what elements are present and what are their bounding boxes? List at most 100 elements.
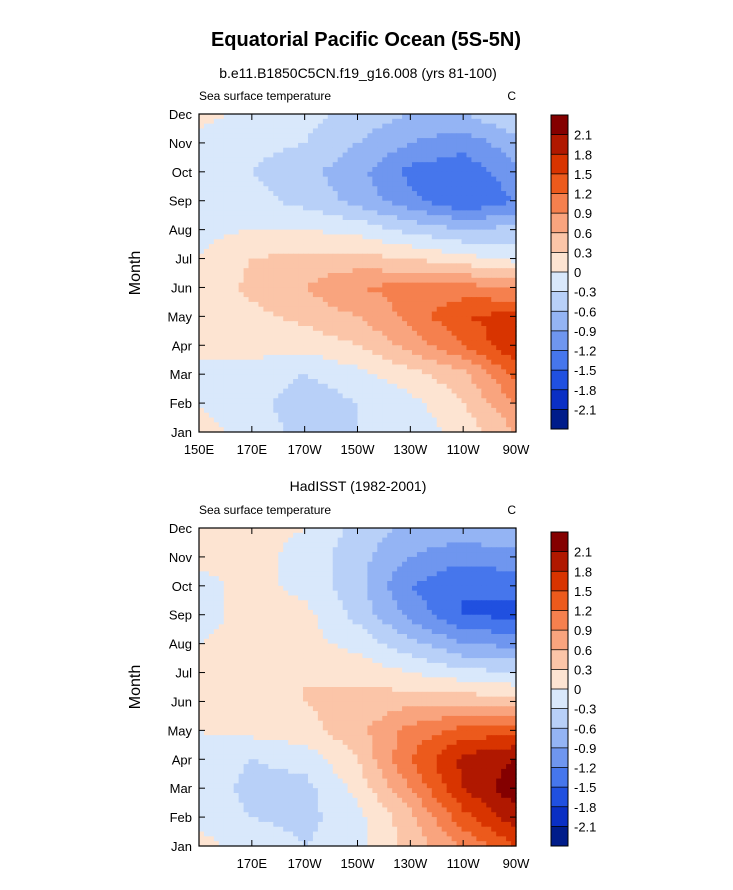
heatmap-cell	[377, 277, 383, 284]
heatmap-cell	[402, 388, 408, 395]
heatmap-cell	[322, 311, 329, 317]
heatmap-cell	[511, 186, 517, 192]
heatmap-cell	[228, 369, 235, 375]
heatmap-cell	[199, 128, 205, 134]
heatmap-cell	[199, 571, 205, 577]
heatmap-cell	[337, 287, 344, 293]
heatmap-cell	[387, 345, 393, 351]
heatmap-cell	[382, 210, 388, 216]
heatmap-cell	[248, 306, 255, 313]
heatmap-cell	[506, 167, 512, 173]
heatmap-cell	[411, 133, 418, 139]
heatmap-cell	[317, 224, 324, 231]
heatmap-cell	[258, 316, 264, 322]
heatmap-cell	[218, 292, 225, 298]
heatmap-cell	[511, 537, 517, 544]
heatmap-cell	[243, 547, 250, 553]
heatmap-cell	[258, 364, 264, 370]
heatmap-cell	[288, 383, 294, 390]
heatmap-cell	[199, 350, 205, 356]
heatmap-cell	[377, 253, 383, 260]
heatmap-cell	[273, 263, 279, 269]
heatmap-cell	[298, 340, 304, 346]
heatmap-cell	[416, 282, 423, 289]
heatmap-cell	[327, 282, 334, 289]
heatmap-cell	[416, 316, 423, 322]
heatmap-cell	[501, 268, 507, 274]
heatmap-cell	[288, 417, 294, 423]
heatmap-cell	[446, 311, 453, 317]
heatmap-cell	[273, 364, 279, 370]
heatmap-cell	[243, 316, 250, 322]
heatmap-cell	[486, 220, 492, 226]
heatmap-cell	[258, 224, 264, 231]
heatmap-cell	[496, 220, 502, 226]
heatmap-cell	[322, 316, 329, 322]
heatmap-cell	[352, 576, 359, 582]
heatmap-cell	[228, 162, 235, 168]
heatmap-cell	[491, 311, 497, 317]
heatmap-cell	[317, 287, 324, 293]
heatmap-cell	[238, 297, 245, 303]
heatmap-cell	[436, 248, 443, 255]
heatmap-cell	[367, 186, 373, 192]
heatmap-cell	[486, 268, 492, 274]
heatmap-cell	[357, 191, 364, 197]
heatmap-cell	[342, 147, 349, 154]
heatmap-cell	[213, 215, 220, 221]
heatmap-cell	[481, 268, 487, 274]
heatmap-cell	[416, 571, 423, 577]
heatmap-cell	[228, 321, 235, 327]
heatmap-cell	[377, 200, 383, 207]
heatmap-cell	[471, 354, 477, 361]
heatmap-cell	[322, 350, 329, 356]
heatmap-cell	[476, 253, 482, 260]
heatmap-cell	[243, 133, 250, 139]
heatmap-cell	[402, 350, 408, 356]
heatmap-cell	[233, 326, 240, 332]
heatmap-cell	[501, 123, 507, 130]
heatmap-cell	[233, 340, 240, 346]
heatmap-cell	[332, 282, 339, 289]
heatmap-cell	[307, 556, 314, 563]
heatmap-cell	[466, 244, 473, 250]
heatmap-cell	[436, 566, 443, 572]
heatmap-cell	[426, 239, 433, 245]
heatmap-cell	[312, 171, 319, 178]
heatmap-cell	[283, 542, 289, 548]
heatmap-cell	[367, 561, 373, 568]
heatmap-cell	[248, 277, 255, 284]
heatmap-cell	[278, 335, 284, 342]
heatmap-cell	[307, 263, 314, 269]
heatmap-cell	[332, 311, 339, 317]
heatmap-cell	[253, 287, 260, 293]
heatmap-cell	[303, 234, 309, 240]
heatmap-cell	[223, 403, 230, 409]
heatmap-cell	[451, 200, 458, 207]
heatmap-cell	[392, 301, 398, 308]
heatmap-cell	[238, 547, 245, 553]
heatmap-cell	[243, 335, 250, 342]
heatmap-cell	[278, 330, 284, 337]
heatmap-cell	[258, 335, 264, 342]
heatmap-cell	[411, 542, 418, 548]
heatmap-cell	[397, 138, 403, 144]
heatmap-cell	[342, 335, 349, 342]
heatmap-cell	[501, 244, 507, 250]
heatmap-cell	[213, 200, 220, 207]
heatmap-cell	[451, 248, 458, 255]
heatmap-cell	[332, 556, 339, 563]
heatmap-cell	[397, 253, 403, 260]
heatmap-cell	[471, 306, 477, 313]
heatmap-cell	[421, 268, 428, 274]
heatmap-cell	[199, 292, 205, 298]
heatmap-cell	[496, 340, 502, 346]
heatmap-cell	[431, 561, 438, 568]
heatmap-cell	[402, 364, 408, 370]
heatmap-cell	[387, 311, 393, 317]
heatmap-cell	[283, 311, 289, 317]
heatmap-cell	[461, 326, 468, 332]
heatmap-cell	[496, 561, 502, 568]
heatmap-cell	[208, 292, 215, 298]
heatmap-cell	[238, 114, 245, 120]
